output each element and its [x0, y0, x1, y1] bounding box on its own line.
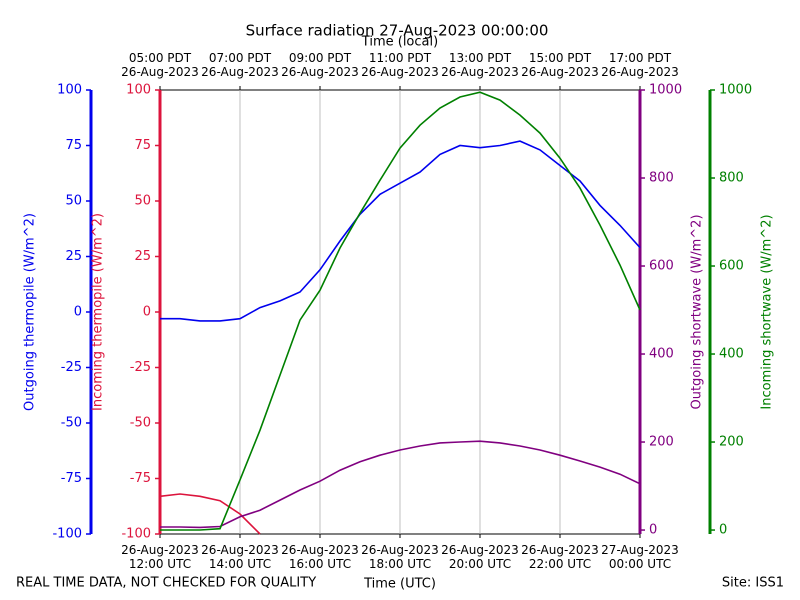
x2-tick-label: 17:00 PDT 26-Aug-2023 — [601, 51, 679, 79]
y-tick-label: 1000 — [649, 83, 682, 98]
y-tick-label: -25 — [61, 360, 82, 375]
x-tick-label: 27-Aug-2023 00:00 UTC — [601, 543, 679, 571]
footer-left: REAL TIME DATA, NOT CHECKED FOR QUALITY — [16, 576, 316, 591]
chart-title: Surface radiation 27-Aug-2023 00:00:00 — [246, 22, 549, 40]
series-line — [160, 91, 641, 531]
y-tick-label: -50 — [130, 416, 151, 431]
y-tick-label: -100 — [121, 527, 151, 542]
x-tick-label: 26-Aug-2023 18:00 UTC — [361, 543, 439, 571]
x2-tick-label: 07:00 PDT 26-Aug-2023 — [201, 51, 279, 79]
x2-tick-label: 13:00 PDT 26-Aug-2023 — [441, 51, 519, 79]
y-tick-label: -25 — [130, 360, 151, 375]
y-tick-label: 50 — [65, 194, 82, 209]
y-tick-label: 400 — [719, 347, 744, 362]
x-tick-label: 26-Aug-2023 22:00 UTC — [521, 543, 599, 571]
y-tick-label: 50 — [134, 194, 151, 209]
x-tick-label: 26-Aug-2023 12:00 UTC — [121, 543, 199, 571]
y-tick-label: 600 — [719, 259, 744, 274]
x2-tick-label: 05:00 PDT 26-Aug-2023 — [121, 51, 199, 79]
footer-right: Site: ISS1 — [722, 576, 784, 591]
y-axis-title: Incoming thermopile (W/m^2) — [91, 213, 106, 411]
y-tick-label: -75 — [61, 471, 82, 486]
y-tick-label: 75 — [65, 138, 82, 153]
y-tick-label: 600 — [649, 259, 674, 274]
series-line — [160, 140, 641, 322]
y-tick-label: 0 — [649, 523, 657, 538]
y-tick-label: 25 — [134, 249, 151, 264]
x-tick-label: 26-Aug-2023 14:00 UTC — [201, 543, 279, 571]
y-tick-label: 0 — [143, 305, 151, 320]
y-tick-label: 0 — [719, 523, 727, 538]
y-tick-label: 100 — [57, 83, 82, 98]
y-tick-label: 800 — [649, 171, 674, 186]
y-axis-title: Outgoing thermopile (W/m^2) — [23, 213, 38, 411]
x2-tick-label: 15:00 PDT 26-Aug-2023 — [521, 51, 599, 79]
y-tick-label: 200 — [649, 435, 674, 450]
series-line — [159, 493, 261, 535]
y-tick-label: 200 — [719, 435, 744, 450]
y-tick-label: 100 — [126, 83, 151, 98]
y-tick-label: 400 — [649, 347, 674, 362]
y-tick-label: -75 — [130, 471, 151, 486]
x2-axis-title: Time (local) — [361, 35, 438, 50]
x2-tick-label: 09:00 PDT 26-Aug-2023 — [281, 51, 359, 79]
x-tick-label: 26-Aug-2023 16:00 UTC — [281, 543, 359, 571]
series-line — [160, 440, 641, 529]
y-axis-title: Incoming shortwave (W/m^2) — [760, 214, 775, 409]
y-tick-label: 800 — [719, 171, 744, 186]
y-tick-label: 25 — [65, 249, 82, 264]
y-tick-label: 0 — [74, 305, 82, 320]
x-axis-title: Time (UTC) — [363, 577, 436, 592]
x-tick-label: 26-Aug-2023 20:00 UTC — [441, 543, 519, 571]
y-tick-label: 1000 — [719, 83, 752, 98]
y-axis-title: Outgoing shortwave (W/m^2) — [690, 214, 705, 409]
y-tick-label: -100 — [52, 527, 82, 542]
x2-tick-label: 11:00 PDT 26-Aug-2023 — [361, 51, 439, 79]
y-tick-label: -50 — [61, 416, 82, 431]
y-tick-label: 75 — [134, 138, 151, 153]
